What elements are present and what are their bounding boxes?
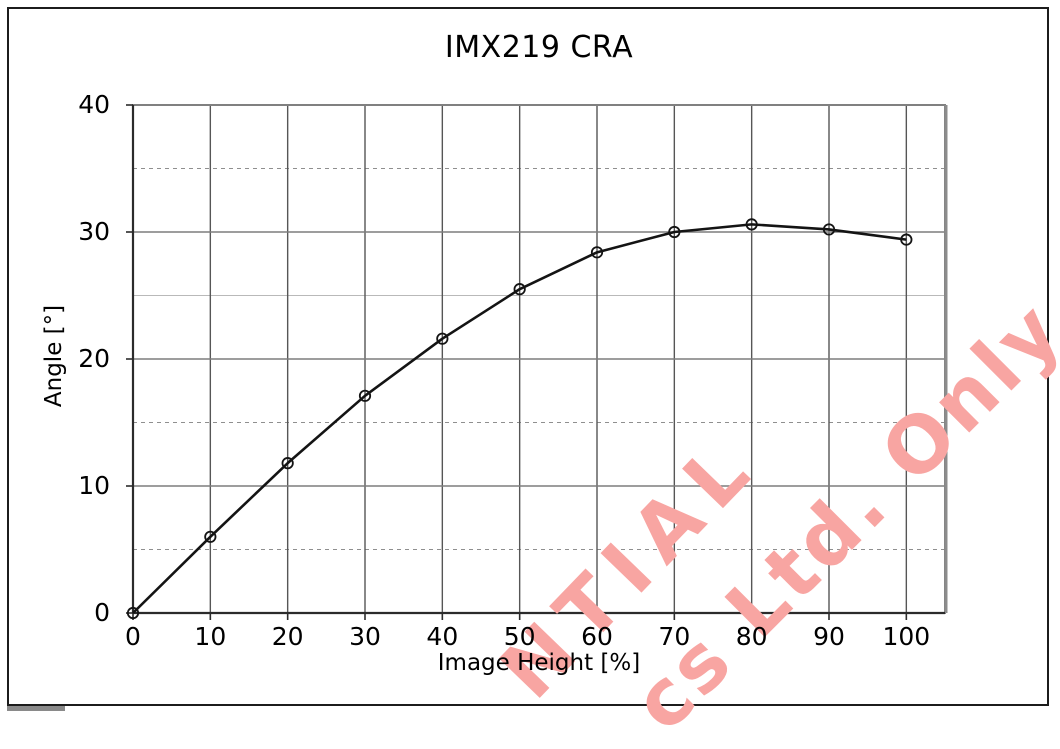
data-point bbox=[822, 223, 836, 236]
data-line bbox=[132, 223, 907, 614]
x-tick-label: 50 bbox=[503, 622, 536, 651]
data-point bbox=[513, 283, 526, 296]
plot-area bbox=[126, 104, 948, 620]
x-tick-label: 70 bbox=[658, 622, 691, 651]
x-tick-label: 100 bbox=[882, 622, 931, 651]
data-point bbox=[281, 457, 294, 470]
data-points bbox=[126, 218, 913, 620]
data-point bbox=[436, 332, 449, 345]
x-tick-label: 60 bbox=[581, 622, 613, 651]
x-tick-label: 30 bbox=[349, 622, 381, 651]
axis-ticks bbox=[126, 104, 908, 620]
data-point bbox=[204, 530, 217, 543]
data-point bbox=[358, 389, 372, 402]
x-tick-label: 20 bbox=[271, 622, 304, 651]
x-tick-label: 90 bbox=[813, 622, 845, 651]
y-tick-label: 30 bbox=[78, 217, 110, 246]
x-tick-label: 10 bbox=[194, 622, 227, 651]
x-axis-label: Image Height [%] bbox=[437, 650, 641, 676]
bottom-edge-artifact bbox=[7, 706, 65, 711]
chart-title: IMX219 CRA bbox=[444, 30, 634, 65]
data-point bbox=[668, 225, 681, 239]
x-tick-label: 40 bbox=[426, 622, 459, 651]
data-point bbox=[126, 606, 140, 620]
y-tick-label: 0 bbox=[94, 598, 110, 627]
data-point bbox=[590, 246, 604, 259]
y-tick-label: 40 bbox=[78, 90, 110, 119]
minor-gridlines bbox=[133, 168, 945, 550]
data-point bbox=[745, 218, 758, 231]
y-tick-label: 20 bbox=[78, 344, 110, 373]
y-axis-label: Angle [°] bbox=[41, 304, 67, 408]
x-tick-label: 80 bbox=[735, 622, 768, 651]
y-tick-label: 10 bbox=[78, 471, 110, 500]
gridlines-horizontal bbox=[133, 231, 945, 487]
data-point bbox=[900, 233, 913, 246]
x-tick-label: 0 bbox=[125, 622, 141, 651]
